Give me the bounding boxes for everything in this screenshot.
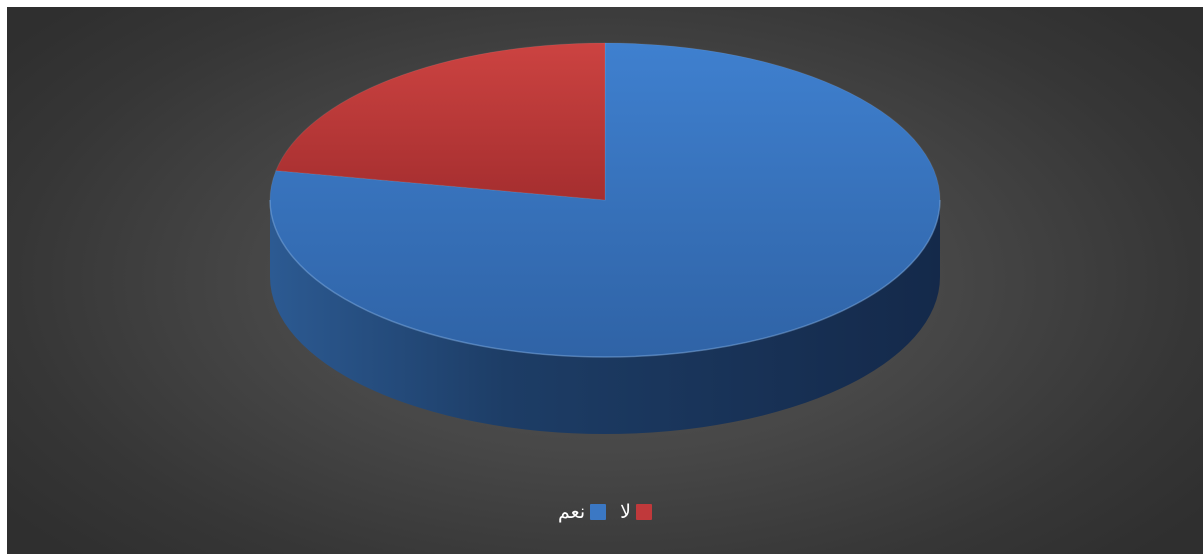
pie-slice-no	[275, 42, 606, 201]
legend-item-no: لا	[620, 501, 652, 523]
chart-legend: لا نعم	[7, 497, 1203, 527]
pie-rim-highlight	[269, 199, 941, 358]
legend-label-no: لا	[620, 501, 631, 523]
chart-area: لا نعم	[7, 7, 1203, 554]
legend-item-yes: نعم	[558, 501, 607, 523]
legend-label-yes: نعم	[558, 501, 586, 523]
legend-swatch-no	[635, 504, 652, 520]
pie-chart	[269, 42, 941, 434]
pie-side-wall	[270, 200, 940, 434]
legend-swatch-yes	[590, 504, 607, 520]
pie-slice-yes	[269, 42, 941, 358]
